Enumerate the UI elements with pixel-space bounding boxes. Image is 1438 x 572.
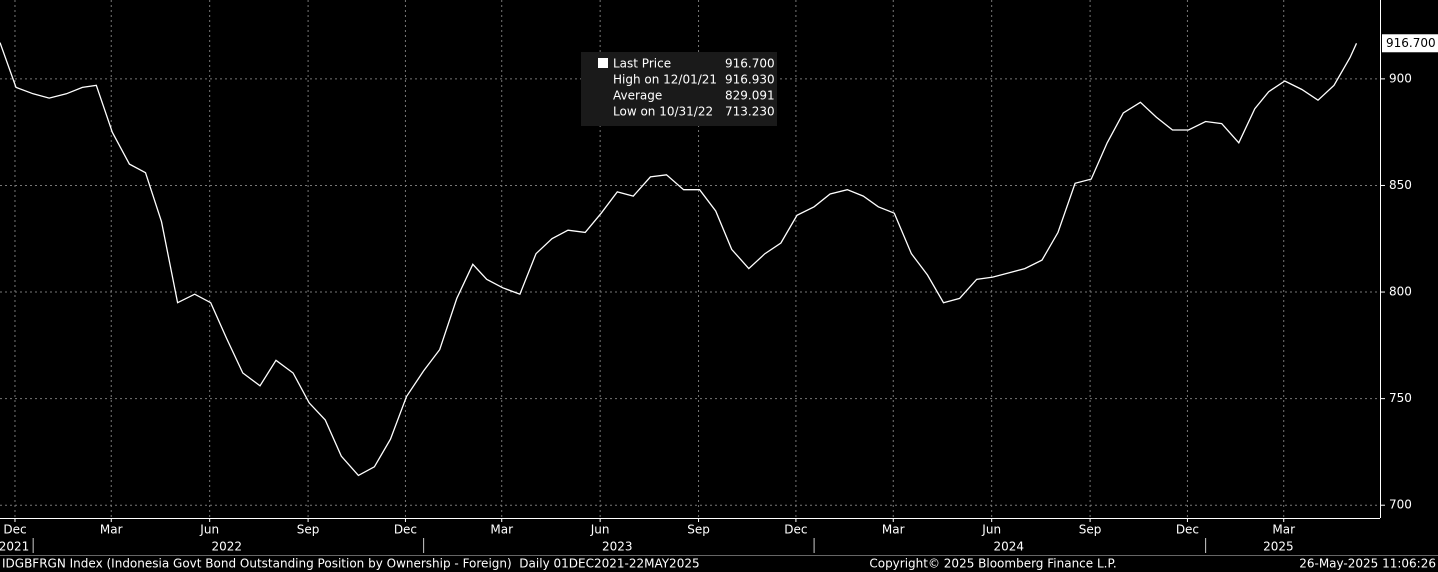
legend-value: 829.091 (725, 89, 775, 103)
legend-label: Low on 10/31/22 (613, 105, 713, 119)
last-price-tag (1382, 34, 1438, 53)
x-tick-label: Mar (882, 523, 905, 537)
legend-value: 916.700 (725, 57, 775, 71)
legend-label: Average (613, 89, 662, 103)
y-tick-label: 800 (1389, 285, 1412, 299)
y-tick-label: 750 (1389, 391, 1412, 405)
footer-left: IDGBFRGN Index (Indonesia Govt Bond Outs… (2, 557, 700, 571)
year-label: 2024 (994, 540, 1025, 554)
x-tick-label: Jun (590, 523, 610, 537)
legend-label: High on 12/01/21 (613, 73, 717, 87)
price-line (0, 42, 1358, 477)
x-tick-label: Sep (297, 523, 320, 537)
last-price-label: 916.700 (1386, 36, 1436, 50)
year-label: 2025 (1263, 540, 1294, 554)
legend-box (581, 52, 777, 126)
x-tick-label: Mar (100, 523, 123, 537)
legend-label: Last Price (613, 57, 671, 71)
legend-swatch (598, 58, 608, 68)
y-tick-label: 900 (1389, 71, 1412, 85)
x-tick-label: Mar (490, 523, 513, 537)
legend-value: 713.230 (725, 105, 775, 119)
x-tick-label: Sep (687, 523, 710, 537)
y-tick-label: 700 (1389, 498, 1412, 512)
x-tick-label: Dec (394, 523, 417, 537)
x-tick-label: Mar (1272, 523, 1295, 537)
legend-value: 916.930 (725, 73, 775, 87)
x-tick-label: Sep (1079, 523, 1102, 537)
year-label: 2023 (602, 540, 633, 554)
x-tick-label: Dec (1176, 523, 1199, 537)
x-tick-label: Dec (784, 523, 807, 537)
footer-right: 26-May-2025 11:06:26 (1299, 557, 1436, 571)
footer-center: Copyright© 2025 Bloomberg Finance L.P. (869, 557, 1116, 571)
year-label: 2021 (0, 540, 29, 554)
x-tick-label: Jun (981, 523, 1001, 537)
year-label: 2022 (212, 540, 243, 554)
x-tick-label: Dec (3, 523, 26, 537)
y-tick-label: 850 (1389, 178, 1412, 192)
x-tick-label: Jun (199, 523, 219, 537)
